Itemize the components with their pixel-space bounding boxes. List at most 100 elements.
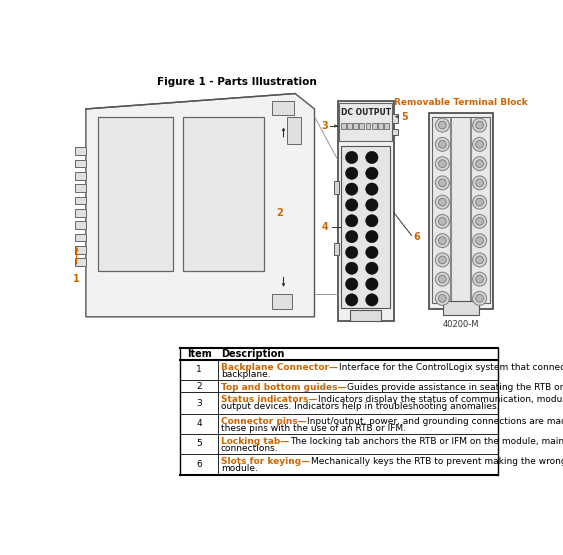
Circle shape bbox=[346, 167, 358, 179]
Text: Top and bottom guides—: Top and bottom guides— bbox=[221, 383, 346, 392]
Circle shape bbox=[472, 291, 486, 305]
Polygon shape bbox=[75, 234, 86, 241]
Text: The locking tab anchors the RTB or IFM on the module, maintaining wiring: The locking tab anchors the RTB or IFM o… bbox=[290, 437, 563, 446]
Circle shape bbox=[365, 246, 378, 259]
Polygon shape bbox=[372, 123, 377, 129]
Text: Connector pins—: Connector pins— bbox=[221, 417, 306, 426]
Text: module.: module. bbox=[221, 464, 258, 473]
Polygon shape bbox=[75, 246, 86, 254]
Circle shape bbox=[476, 218, 484, 225]
Circle shape bbox=[472, 176, 486, 190]
Text: 1: 1 bbox=[73, 275, 80, 285]
Circle shape bbox=[365, 167, 378, 179]
Polygon shape bbox=[341, 146, 391, 307]
Text: 3: 3 bbox=[321, 121, 328, 131]
Polygon shape bbox=[347, 123, 352, 129]
Polygon shape bbox=[341, 123, 346, 129]
Polygon shape bbox=[365, 123, 370, 129]
Polygon shape bbox=[75, 221, 86, 229]
Circle shape bbox=[346, 230, 358, 243]
Text: Interface for the ControlLogix system that connects the module to the: Interface for the ControlLogix system th… bbox=[338, 363, 563, 372]
Circle shape bbox=[476, 275, 484, 283]
Polygon shape bbox=[272, 101, 293, 115]
Text: 6: 6 bbox=[413, 232, 419, 242]
Text: backplane.: backplane. bbox=[221, 370, 270, 379]
Circle shape bbox=[365, 215, 378, 227]
Polygon shape bbox=[443, 301, 479, 315]
Circle shape bbox=[476, 295, 484, 302]
Circle shape bbox=[439, 256, 446, 264]
Polygon shape bbox=[339, 103, 392, 142]
Text: Removable Terminal Block: Removable Terminal Block bbox=[394, 98, 528, 107]
Circle shape bbox=[439, 160, 446, 168]
Text: Figure 1 - Parts Illustration: Figure 1 - Parts Illustration bbox=[157, 77, 317, 87]
Text: Guides provide assistance in seating the RTB or IFM onto the module.: Guides provide assistance in seating the… bbox=[347, 383, 563, 392]
Circle shape bbox=[346, 183, 358, 195]
Circle shape bbox=[439, 237, 446, 244]
Circle shape bbox=[435, 118, 449, 132]
Circle shape bbox=[439, 275, 446, 283]
Polygon shape bbox=[334, 181, 339, 194]
Polygon shape bbox=[75, 209, 86, 217]
Circle shape bbox=[435, 195, 449, 209]
Circle shape bbox=[365, 278, 378, 290]
Polygon shape bbox=[334, 243, 339, 255]
Polygon shape bbox=[392, 114, 398, 123]
Circle shape bbox=[346, 294, 358, 306]
Polygon shape bbox=[75, 160, 86, 168]
Circle shape bbox=[365, 230, 378, 243]
Text: Input/output, power, and grounding connections are made to the module through: Input/output, power, and grounding conne… bbox=[307, 417, 563, 426]
Polygon shape bbox=[75, 258, 86, 266]
Circle shape bbox=[472, 195, 486, 209]
Polygon shape bbox=[338, 101, 394, 321]
Polygon shape bbox=[429, 113, 493, 309]
Circle shape bbox=[435, 138, 449, 152]
Circle shape bbox=[439, 122, 446, 129]
Circle shape bbox=[439, 198, 446, 206]
Polygon shape bbox=[272, 294, 292, 309]
Text: 2: 2 bbox=[196, 382, 202, 391]
Circle shape bbox=[435, 291, 449, 305]
Polygon shape bbox=[97, 117, 173, 271]
Text: 4: 4 bbox=[196, 420, 202, 428]
Polygon shape bbox=[183, 117, 264, 271]
Circle shape bbox=[472, 253, 486, 267]
Polygon shape bbox=[86, 94, 315, 317]
Polygon shape bbox=[385, 123, 389, 129]
Circle shape bbox=[346, 215, 358, 227]
Circle shape bbox=[435, 157, 449, 170]
Circle shape bbox=[346, 278, 358, 290]
Polygon shape bbox=[392, 129, 398, 135]
Text: 6: 6 bbox=[196, 460, 202, 469]
Circle shape bbox=[476, 179, 484, 186]
Circle shape bbox=[439, 218, 446, 225]
Circle shape bbox=[476, 256, 484, 264]
Circle shape bbox=[346, 246, 358, 259]
Circle shape bbox=[439, 295, 446, 302]
Circle shape bbox=[472, 138, 486, 152]
Circle shape bbox=[476, 140, 484, 148]
Text: Locking tab—: Locking tab— bbox=[221, 437, 289, 446]
Circle shape bbox=[346, 152, 358, 164]
Circle shape bbox=[476, 237, 484, 244]
Circle shape bbox=[472, 157, 486, 170]
Polygon shape bbox=[75, 172, 86, 180]
Text: 2: 2 bbox=[276, 208, 283, 218]
Text: Item: Item bbox=[187, 349, 211, 359]
Polygon shape bbox=[75, 148, 86, 155]
Circle shape bbox=[439, 140, 446, 148]
Text: 40200-M: 40200-M bbox=[443, 320, 479, 329]
Circle shape bbox=[365, 262, 378, 274]
Polygon shape bbox=[359, 123, 364, 129]
Circle shape bbox=[365, 199, 378, 211]
Text: 5: 5 bbox=[401, 112, 408, 122]
Text: output devices. Indicators help in troubleshooting anomalies.: output devices. Indicators help in troub… bbox=[221, 402, 499, 411]
Text: Description: Description bbox=[221, 349, 284, 359]
Polygon shape bbox=[350, 310, 381, 321]
Circle shape bbox=[435, 234, 449, 248]
Polygon shape bbox=[353, 123, 358, 129]
Circle shape bbox=[346, 262, 358, 274]
Circle shape bbox=[476, 122, 484, 129]
Circle shape bbox=[435, 272, 449, 286]
Text: Indicators display the status of communication, module health, and input/: Indicators display the status of communi… bbox=[318, 395, 563, 405]
